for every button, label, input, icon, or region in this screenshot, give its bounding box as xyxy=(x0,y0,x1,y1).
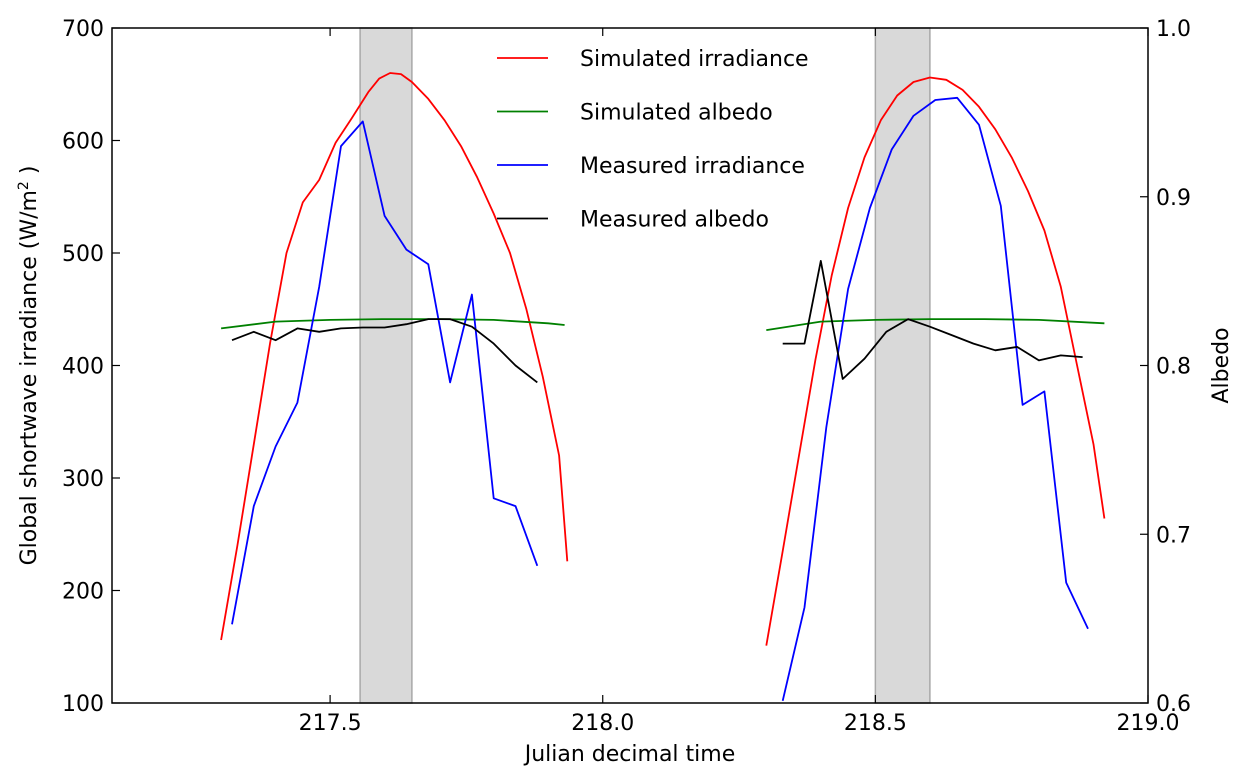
plot-frame xyxy=(111,27,1149,704)
series-lines xyxy=(220,72,1106,702)
series-line-simulated-albedo-1 xyxy=(766,318,1105,331)
y2-tick-label-1: 0.7 xyxy=(1156,523,1191,548)
y-tick-label-4: 500 xyxy=(62,242,104,267)
y-axis-label: Global shortwave irradiance (W/m2 ) xyxy=(16,166,42,566)
shaded-regions xyxy=(359,27,931,704)
y-tick-label-5: 600 xyxy=(62,130,104,155)
y-axis-label-main: Global shortwave irradiance (W/m xyxy=(17,190,42,565)
x-tick-label-0: 217.5 xyxy=(299,711,362,736)
x-tick-label-3: 219.0 xyxy=(1117,711,1180,736)
y2-tick-label-0: 0.6 xyxy=(1156,692,1191,717)
y-tick-label-0: 100 xyxy=(62,692,104,717)
legend: Simulated irradiance Simulated albedo Meas… xyxy=(497,47,809,233)
shaded-region-0 xyxy=(359,27,413,704)
series-line-measured-albedo-1 xyxy=(782,259,1083,380)
legend-label-0: Simulated irradiance xyxy=(580,47,809,72)
y-axis-label-tail: ) xyxy=(17,166,42,182)
y2-tick-label-2: 0.8 xyxy=(1156,355,1191,380)
shaded-region-1 xyxy=(874,27,931,704)
x-axis-label: Julian decimal time xyxy=(523,742,736,767)
axis-ticks: 100 200 300 400 500 600 700 0.6 0.7 0.8 0.9 1.0 217.… xyxy=(62,17,1191,736)
legend-label-1: Simulated albedo xyxy=(580,101,773,126)
series-line-simulated-albedo-0 xyxy=(220,318,565,330)
series-line-simulated-irradiance-0 xyxy=(220,72,569,641)
series-line-measured-albedo-0 xyxy=(231,318,538,384)
legend-label-3: Measured albedo xyxy=(580,208,769,233)
y2-axis-label: Albedo xyxy=(1209,327,1234,403)
y-tick-label-6: 700 xyxy=(62,17,104,42)
x-tick-label-1: 218.0 xyxy=(571,711,634,736)
y-tick-label-1: 200 xyxy=(62,580,104,605)
y2-tick-label-4: 1.0 xyxy=(1156,17,1191,42)
legend-label-2: Measured irradiance xyxy=(580,154,805,179)
y-tick-label-2: 300 xyxy=(62,467,104,492)
y-axis-label-superscript: 2 xyxy=(16,181,32,190)
x-tick-label-2: 218.5 xyxy=(844,711,907,736)
y-tick-label-3: 400 xyxy=(62,355,104,380)
series-line-measured-irradiance-0 xyxy=(231,120,539,625)
series-line-measured-irradiance-1 xyxy=(781,96,1089,702)
y2-tick-label-3: 0.9 xyxy=(1156,186,1191,211)
series-line-simulated-irradiance-1 xyxy=(765,76,1106,646)
